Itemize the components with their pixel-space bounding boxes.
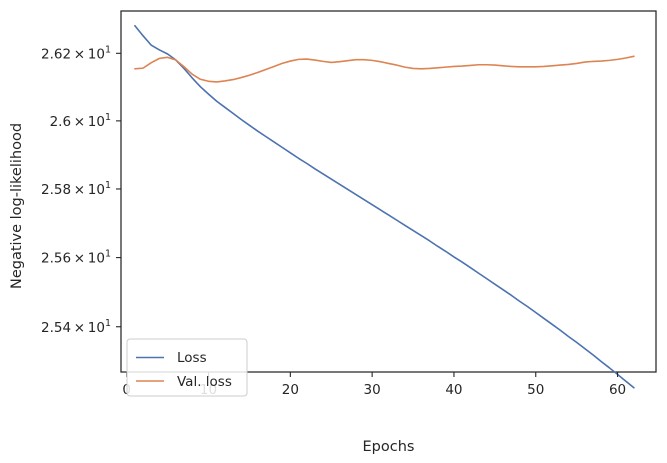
x-tick-label: 40 [445,382,462,398]
x-tick-label: 20 [282,382,299,398]
x-tick-label: 50 [527,382,544,398]
y-axis-label: Negative log-likelihood [9,123,25,289]
y-tick-label: 2.58 × 101 [41,180,111,198]
x-tick-label: 60 [609,382,626,398]
series-layer [134,24,635,389]
series-line-loss [134,24,635,389]
y-tick-label: 2.62 × 101 [41,44,111,62]
x-axis-label: Epochs [363,439,415,455]
plot-area [120,10,657,389]
y-tick-label: 2.54 × 101 [41,318,111,336]
legend-label-val-loss: Val. loss [177,374,232,390]
y-tick-label: 2.6 × 101 [50,112,111,130]
x-tick-label: 30 [364,382,381,398]
plot-frame [120,10,657,373]
series-line-val-loss [134,55,635,83]
y-axis-ticks: 2.54 × 101 2.56 × 101 2.58 × 101 2.6 × 101 2… [41,44,121,336]
legend: Loss Val. loss [126,338,248,397]
y-tick-label: 2.56 × 101 [41,249,111,267]
legend-label-loss: Loss [177,350,207,366]
